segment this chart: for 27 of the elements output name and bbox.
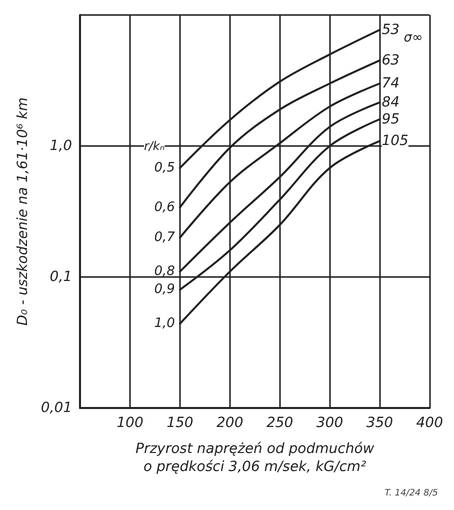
annotation: 105 xyxy=(382,133,409,150)
y-tick-label: 0,1 xyxy=(50,269,72,285)
x-tick-label: 150 xyxy=(166,415,194,431)
y-axis-title: D₀ - uszkodzenie na 1,61·10⁶ km xyxy=(15,97,31,326)
series-label: 0,5 xyxy=(154,160,175,176)
text: T. 14/24 8/5 xyxy=(384,488,438,498)
x-tick-label: 250 xyxy=(266,415,294,431)
series-label: 0,8 xyxy=(154,264,175,280)
series-label: 0,6 xyxy=(154,200,175,215)
series-label: 0,9 xyxy=(154,282,175,298)
series-label: 1,0 xyxy=(154,316,175,332)
x-tick-label: 350 xyxy=(366,415,394,431)
y-tick-label: 1,0 xyxy=(50,138,72,154)
x-tick-label: 200 xyxy=(216,415,244,431)
annotation: σ∞ xyxy=(404,30,423,46)
annotation: 74 xyxy=(382,75,400,92)
annotation: 95 xyxy=(382,111,400,128)
x-tick-label: 400 xyxy=(416,415,444,431)
x-tick-label: 100 xyxy=(116,415,144,431)
x-tick-label: 300 xyxy=(316,415,344,431)
annotation: 53 xyxy=(382,22,400,38)
annotation: 63 xyxy=(382,52,400,68)
x-axis-title: Przyrost naprężeń od podmuchów o prędkości 3,06 m/sek, kG/cm² xyxy=(135,441,375,475)
annotation: 84 xyxy=(382,94,400,110)
series-label: 0,7 xyxy=(154,230,176,246)
annotation: r/kₙ xyxy=(144,138,165,153)
y-tick-label: 0,01 xyxy=(40,400,72,416)
